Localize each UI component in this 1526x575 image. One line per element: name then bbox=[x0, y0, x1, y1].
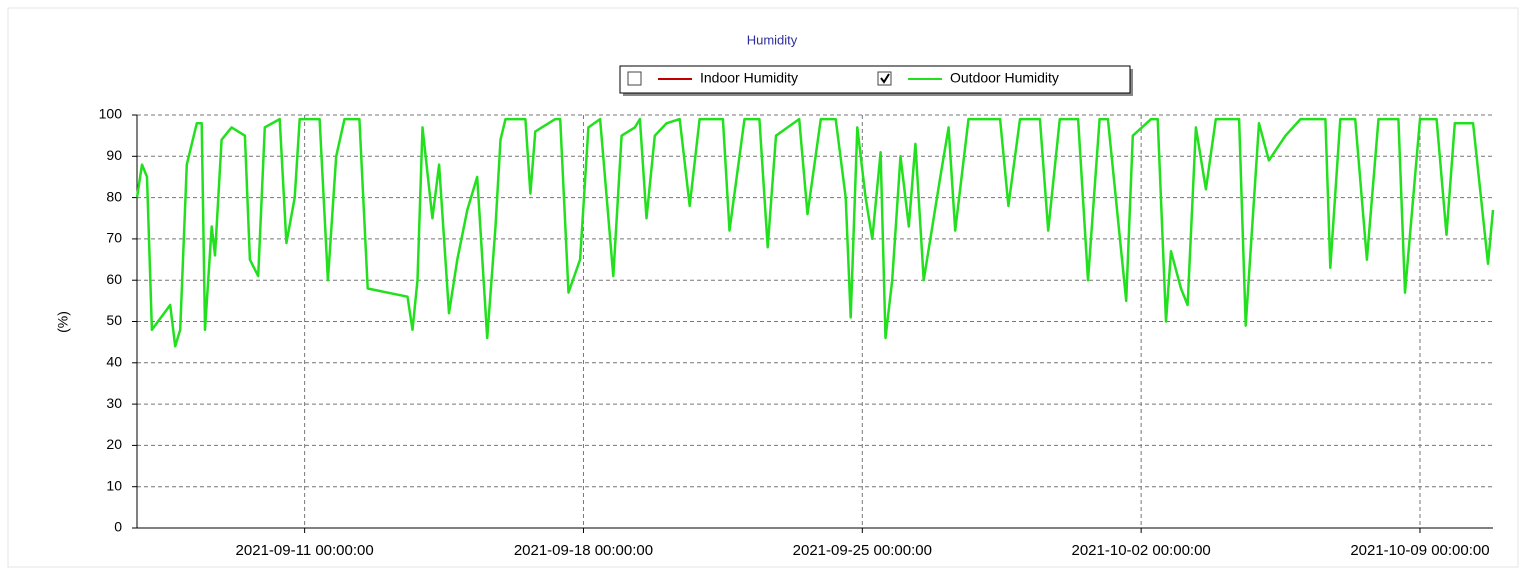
legend bbox=[619, 65, 1131, 94]
y-axis-label: (%) bbox=[55, 311, 71, 333]
y-tick-label: 70 bbox=[106, 230, 122, 246]
y-tick-label: 80 bbox=[106, 188, 122, 204]
x-tick-label: 2021-10-02 00:00:00 bbox=[1071, 542, 1210, 559]
x-tick-label: 2021-09-11 00:00:00 bbox=[236, 542, 374, 559]
y-tick-label: 60 bbox=[106, 271, 122, 287]
y-tick-label: 30 bbox=[106, 395, 122, 411]
y-tick-label: 90 bbox=[106, 147, 122, 163]
y-tick-label: 0 bbox=[114, 519, 122, 535]
y-tick-label: 40 bbox=[106, 354, 122, 370]
y-tick-label: 10 bbox=[106, 477, 122, 493]
legend-label: Indoor Humidity bbox=[700, 70, 798, 86]
x-tick-label: 2021-10-09 00:00:00 bbox=[1350, 542, 1489, 559]
legend-checkbox[interactable] bbox=[627, 71, 642, 86]
frame bbox=[7, 7, 1519, 568]
x-tick-label: 2021-09-18 00:00:00 bbox=[514, 542, 653, 559]
x-tick-label: 2021-09-25 00:00:00 bbox=[793, 542, 932, 559]
y-tick-label: 100 bbox=[99, 106, 123, 122]
chart-title: Humidity bbox=[747, 32, 798, 47]
y-tick-label: 20 bbox=[106, 436, 122, 452]
legend-label: Outdoor Humidity bbox=[950, 70, 1059, 86]
series-line bbox=[135, 117, 1495, 348]
legend-checkmark bbox=[880, 73, 890, 84]
y-tick-label: 50 bbox=[106, 312, 122, 328]
